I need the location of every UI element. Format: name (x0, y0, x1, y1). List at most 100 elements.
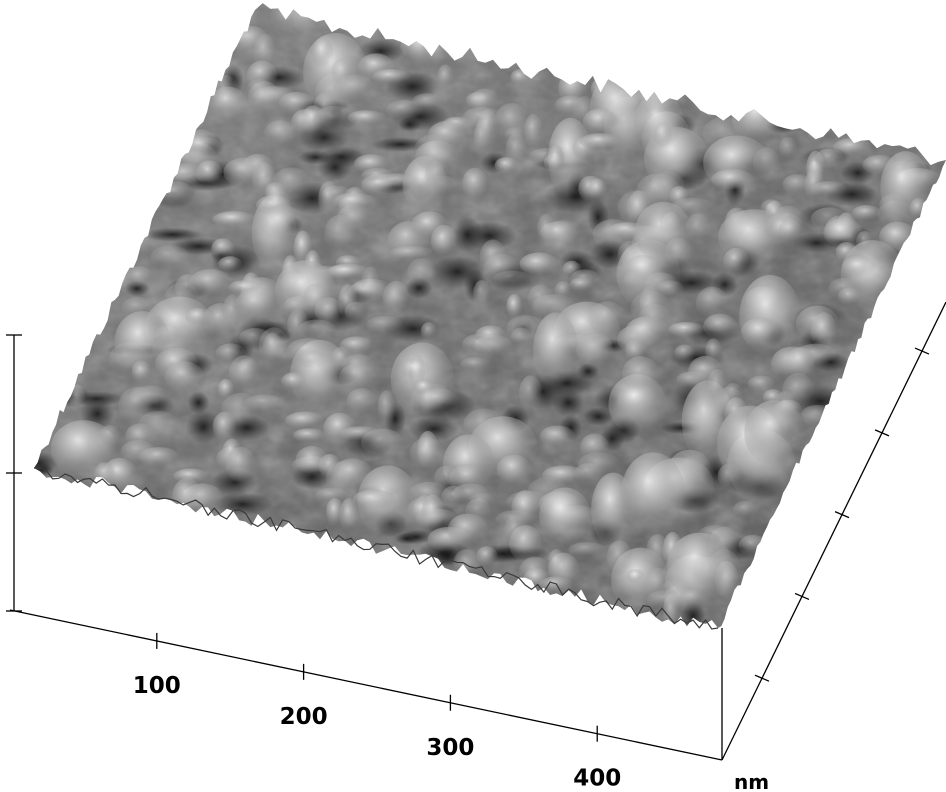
surface-peak (785, 347, 816, 377)
surface-peak (823, 218, 863, 248)
surface-peak (760, 199, 782, 217)
surface-peak (733, 500, 759, 518)
surface-peak (292, 428, 326, 443)
surface-peak (236, 358, 257, 382)
surface-peak (324, 214, 357, 252)
x-axis-ticks (156, 632, 598, 742)
surface-peak (259, 204, 303, 242)
surface-peak (407, 258, 437, 287)
surface-peak (800, 404, 835, 426)
surface-peak (325, 263, 370, 280)
surface-valley (451, 216, 483, 253)
surface-peak (653, 122, 673, 149)
surface-peak (519, 252, 558, 276)
surface-peak (409, 437, 444, 471)
surface-peak (212, 211, 256, 228)
surface-peak (124, 266, 155, 288)
surface-peak (476, 546, 498, 566)
surface-peak (542, 465, 586, 485)
surface-peak (377, 390, 396, 427)
surface-peak (234, 15, 252, 51)
surface-peak (476, 108, 499, 147)
surface-peak (782, 372, 815, 409)
surface-valley (185, 410, 222, 444)
surface-peak (412, 93, 444, 108)
surface-peak (347, 110, 386, 126)
surface-peak (285, 411, 325, 430)
surface-peak (225, 446, 257, 483)
surface-peak (339, 498, 360, 533)
surface-peak (211, 238, 235, 259)
x-axis-tick-label: 200 (280, 704, 328, 730)
surface-peak (554, 95, 587, 114)
surface-peak (810, 312, 837, 350)
y-axis-tick (914, 347, 930, 355)
axes: 100 200 300 400 nm (6, 301, 946, 792)
surface-peak (519, 375, 543, 412)
x-axis-tick-labels: 100 200 300 400 (133, 673, 621, 792)
surface-valley (318, 146, 365, 168)
surface-peak (120, 440, 156, 463)
surface-peak (114, 311, 171, 372)
z-axis-ticks (6, 334, 22, 612)
surface-peak (547, 548, 565, 577)
surface-peak (352, 489, 396, 511)
surface-peak (302, 283, 331, 317)
surface-peak (747, 375, 776, 392)
surface-peak (483, 253, 519, 282)
surface-peak (218, 256, 243, 272)
surface-peak (562, 260, 582, 278)
surface-peak (703, 313, 738, 340)
surface-peak (674, 344, 696, 362)
surface-peak (346, 388, 378, 415)
surface-peak (99, 424, 121, 446)
surface-peak (339, 363, 375, 390)
surface-peak (738, 534, 768, 557)
surface-peak (778, 218, 802, 243)
surface-peak (212, 411, 237, 442)
surface-peak (333, 74, 375, 102)
surface-peak (475, 325, 506, 346)
surface-peak (399, 358, 431, 379)
surface-peak (449, 463, 488, 493)
y-axis-tick (794, 592, 810, 601)
surface-peak (264, 120, 298, 145)
surface-peak (606, 540, 633, 575)
surface-peak (437, 64, 454, 90)
surface-peak (494, 103, 530, 140)
surface-peak (462, 167, 488, 202)
surface-peak (414, 134, 458, 161)
surface-peak (338, 284, 358, 321)
surface-peak (621, 356, 660, 393)
surface-peak (164, 282, 200, 316)
surface-peak (246, 60, 278, 91)
surface-valley (142, 227, 203, 242)
surface-peak (318, 180, 340, 218)
surface-peak (298, 319, 336, 339)
surface-peak (69, 384, 86, 414)
surface-peak (164, 361, 205, 393)
surface-peak (778, 136, 798, 160)
surface-peak (702, 116, 747, 150)
surface-peak (286, 338, 330, 364)
surface-peak (496, 454, 532, 486)
surface-peak (366, 315, 404, 334)
surface-valley (394, 532, 420, 545)
surface-peak (698, 524, 734, 544)
surface-peak (411, 211, 448, 240)
x-axis-tick-label: 300 (426, 735, 474, 761)
surface-peak (269, 3, 313, 33)
surface-peak (272, 167, 310, 196)
y-axis-tick (754, 674, 770, 682)
surface-peak (425, 160, 450, 189)
surface-peak (723, 247, 749, 275)
surface-peak (621, 452, 686, 535)
surface-peak (851, 204, 882, 221)
surface-peak (626, 569, 645, 584)
y-axis-line (721, 301, 946, 761)
surface-peak (313, 105, 356, 134)
surface-valley (371, 137, 430, 152)
surface-peak (841, 255, 877, 279)
surface-peak (634, 201, 693, 264)
surface-peak (666, 532, 733, 600)
